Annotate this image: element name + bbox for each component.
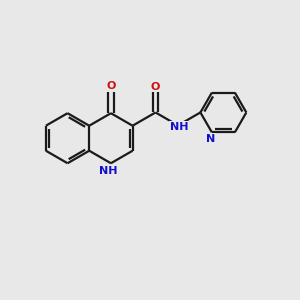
Text: O: O bbox=[151, 82, 160, 92]
Text: O: O bbox=[106, 81, 116, 91]
Text: NH: NH bbox=[169, 122, 188, 132]
Text: N: N bbox=[206, 134, 215, 144]
Text: NH: NH bbox=[99, 166, 118, 176]
